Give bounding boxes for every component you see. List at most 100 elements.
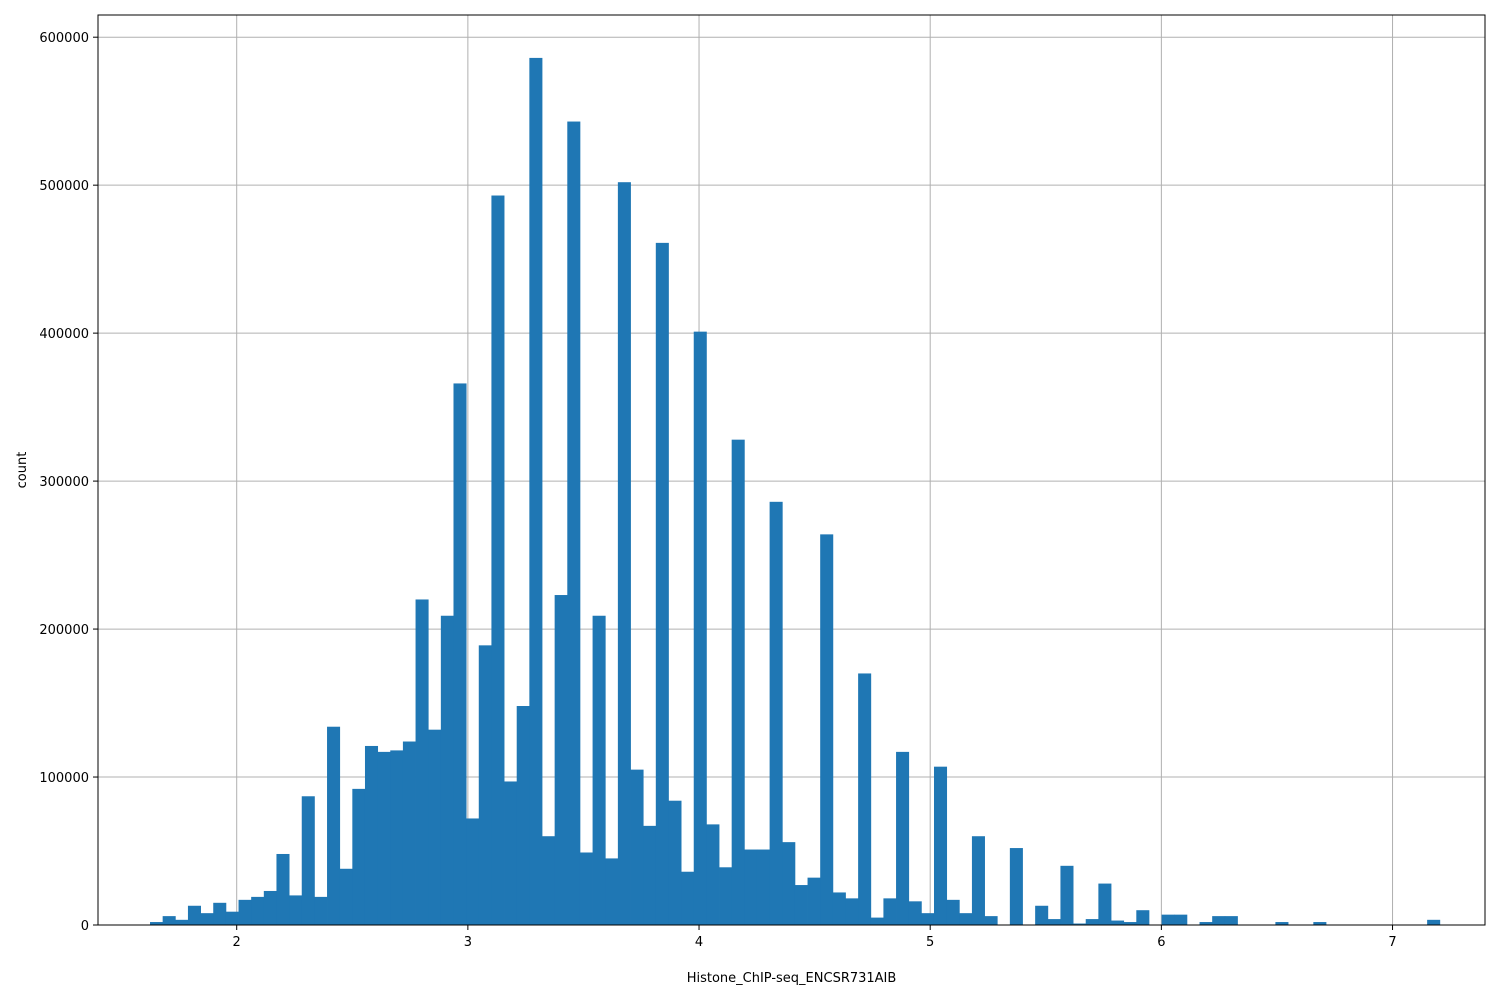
histogram-bar xyxy=(390,750,404,925)
histogram-bar xyxy=(820,534,834,925)
histogram-bar xyxy=(1174,914,1188,925)
histogram-bar xyxy=(238,899,252,925)
histogram-bar xyxy=(1212,916,1226,925)
x-tick-label: 3 xyxy=(464,935,472,950)
histogram-bar xyxy=(516,706,530,925)
histogram-bar xyxy=(1161,914,1175,925)
histogram-bar xyxy=(1111,920,1125,925)
y-tick-label: 0 xyxy=(81,919,89,934)
histogram-bar xyxy=(681,871,695,925)
y-tick-label: 600000 xyxy=(39,31,89,46)
histogram-bar xyxy=(883,898,897,925)
histogram-bar xyxy=(668,800,682,925)
histogram-bar xyxy=(150,922,164,925)
histogram-bar xyxy=(1035,905,1049,925)
x-tick-label: 4 xyxy=(695,935,703,950)
histogram-bar xyxy=(655,242,669,925)
histogram-bar xyxy=(1009,848,1023,925)
histogram-bar xyxy=(466,818,480,925)
histogram-bar xyxy=(643,825,657,925)
histogram-bar xyxy=(1427,919,1441,925)
histogram-bar xyxy=(263,890,277,925)
histogram-bar xyxy=(744,849,758,925)
histogram-bar xyxy=(1060,865,1074,925)
histogram-bar xyxy=(908,901,922,925)
x-axis-label: Histone_ChIP-seq_ENCSR731AIB xyxy=(687,971,897,986)
histogram-bar xyxy=(339,868,353,925)
histogram-bar xyxy=(440,615,454,925)
plot-frame xyxy=(97,14,1486,926)
histogram-bar xyxy=(554,595,568,925)
histogram-bar xyxy=(478,645,492,925)
histogram-bar xyxy=(1085,919,1099,925)
histogram-bar xyxy=(630,769,644,925)
histogram-bar xyxy=(921,913,935,925)
histogram-bar xyxy=(364,745,379,925)
x-tick-label: 7 xyxy=(1388,935,1396,950)
histogram-bar xyxy=(187,905,201,925)
x-tick-label: 6 xyxy=(1157,935,1165,950)
histogram-bar xyxy=(529,57,543,925)
y-tick-label: 500000 xyxy=(39,179,89,194)
histogram-bar xyxy=(592,615,606,925)
histogram-bar xyxy=(377,751,391,925)
histogram-bar xyxy=(567,121,581,926)
histogram-bar xyxy=(971,836,985,925)
histogram-bar xyxy=(984,916,998,925)
histogram-bar xyxy=(1224,916,1238,925)
y-tick-label: 200000 xyxy=(39,623,89,638)
histogram-bar xyxy=(289,895,303,925)
histogram-bar xyxy=(858,673,872,925)
histogram-bar xyxy=(175,919,189,925)
histogram-bar xyxy=(807,877,821,925)
histogram-bar xyxy=(1098,883,1112,925)
histogram-bar xyxy=(946,899,960,925)
histogram-bar xyxy=(276,853,290,925)
histogram-bar xyxy=(402,741,416,925)
y-axis-label: count xyxy=(15,452,30,489)
histogram-bar xyxy=(719,867,733,925)
histogram-bar xyxy=(896,751,910,925)
histogram-bar xyxy=(1136,910,1150,925)
y-tick-label: 300000 xyxy=(39,475,89,490)
histogram-bar xyxy=(870,917,884,925)
y-tick-label: 400000 xyxy=(39,327,89,342)
histogram-bar xyxy=(731,439,745,925)
histogram-bar xyxy=(617,182,631,925)
histogram-bar xyxy=(542,836,556,925)
histogram-bar xyxy=(1123,922,1137,925)
histogram-bar xyxy=(251,896,265,925)
histogram-bar xyxy=(225,911,239,925)
histogram-bar xyxy=(794,885,808,925)
y-axis-ticks: 0 100000 200000 300000 400000 500000 600000 xyxy=(39,31,98,934)
histogram-bar xyxy=(200,913,214,925)
histogram-bar xyxy=(352,788,366,925)
histogram-bar xyxy=(1275,922,1289,925)
histogram-bar xyxy=(314,896,328,925)
histogram-bar xyxy=(1073,923,1087,925)
histogram-bar xyxy=(769,501,783,925)
histogram-bar xyxy=(693,331,707,926)
histogram-bar xyxy=(491,195,505,925)
histogram-bar xyxy=(1313,922,1327,925)
histogram-bar xyxy=(832,892,846,925)
x-tick-label: 2 xyxy=(233,935,241,950)
histogram-bar xyxy=(162,916,176,925)
histogram-bar xyxy=(706,824,720,925)
histogram-bar xyxy=(756,849,771,925)
histogram-bar xyxy=(933,766,948,925)
histogram-bar xyxy=(428,729,442,925)
histogram-bar xyxy=(845,898,859,925)
histogram-bar xyxy=(782,842,796,925)
histogram-bar xyxy=(1199,922,1213,925)
histogram-bar xyxy=(213,902,227,925)
grid-lines xyxy=(98,15,1485,926)
histogram-bar xyxy=(504,781,518,925)
histogram-bars xyxy=(150,57,1441,926)
x-tick-label: 5 xyxy=(926,935,934,950)
histogram-bar xyxy=(1047,919,1061,925)
y-tick-label: 100000 xyxy=(39,771,89,786)
histogram-bar xyxy=(415,599,429,925)
